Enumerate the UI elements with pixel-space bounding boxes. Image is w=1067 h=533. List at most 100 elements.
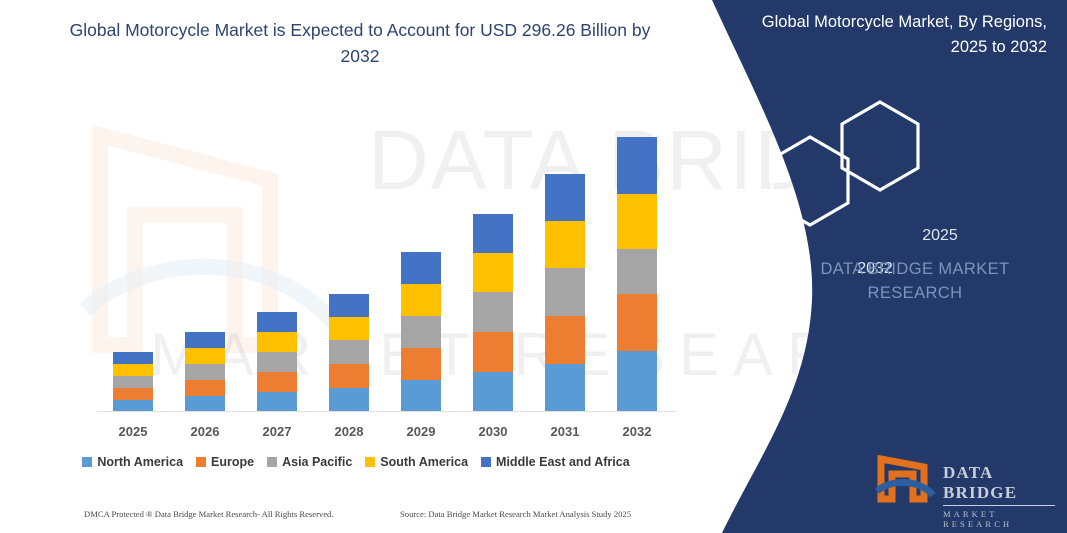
bar-segment bbox=[401, 380, 441, 412]
x-axis-label-2026: 2026 bbox=[190, 424, 220, 439]
bar-segment bbox=[257, 352, 297, 372]
legend-label: Middle East and Africa bbox=[496, 455, 630, 469]
bar-segment bbox=[545, 316, 585, 364]
bar-group-2025 bbox=[113, 352, 153, 412]
bar-segment bbox=[473, 332, 513, 372]
bar-group-2032 bbox=[617, 137, 657, 412]
bridge-logo-icon bbox=[874, 454, 936, 503]
brand-name: DATA BRIDGE MARKET RESEARCH bbox=[790, 258, 1040, 306]
bar-segment bbox=[185, 380, 225, 396]
x-axis-label-2031: 2031 bbox=[550, 424, 580, 439]
bar-segment bbox=[401, 252, 441, 284]
brand-name-line2: RESEARCH bbox=[867, 283, 963, 302]
hexagon-2032-label: 2032 bbox=[857, 260, 893, 277]
footer-copyright: DMCA Protected ® Data Bridge Market Rese… bbox=[84, 509, 334, 519]
bar-segment bbox=[257, 392, 297, 412]
bar-group-2026 bbox=[185, 332, 225, 412]
chart-panel: Global Motorcycle Market is Expected to … bbox=[0, 0, 712, 527]
bar-segment bbox=[545, 268, 585, 316]
bar-group-2031 bbox=[545, 174, 585, 412]
bar-segment bbox=[473, 214, 513, 253]
hexagon-2025-icon bbox=[840, 100, 920, 192]
bar-segment bbox=[329, 294, 369, 317]
legend-label: North America bbox=[97, 455, 184, 469]
footer-source: Source: Data Bridge Market Research Mark… bbox=[400, 509, 632, 519]
x-axis-label-2025: 2025 bbox=[118, 424, 148, 439]
bar-segment bbox=[113, 400, 153, 412]
bar-segment bbox=[113, 352, 153, 364]
bar-segment bbox=[545, 364, 585, 412]
hexagon-2025-label: 2025 bbox=[922, 227, 958, 244]
bar-segment bbox=[401, 316, 441, 348]
legend-swatch bbox=[365, 457, 376, 467]
logo-main-text: DATA BRIDGE bbox=[943, 463, 1055, 506]
bar-segment bbox=[257, 372, 297, 392]
bar-segment bbox=[329, 340, 369, 364]
legend-item: South America bbox=[365, 455, 468, 469]
bar-segment bbox=[401, 284, 441, 316]
legend-label: Europe bbox=[211, 455, 255, 469]
x-axis-labels: 2025 2026 2027 2028 2029 2030 2031 2032 bbox=[97, 419, 677, 443]
bar-segment bbox=[113, 376, 153, 388]
x-axis-label-2027: 2027 bbox=[262, 424, 292, 439]
legend-swatch bbox=[267, 457, 278, 467]
panel-title: Global Motorcycle Market, By Regions, 20… bbox=[761, 13, 1047, 56]
legend-item: Europe bbox=[196, 455, 254, 469]
x-axis-label-2029: 2029 bbox=[406, 424, 436, 439]
hexagon-2032-icon bbox=[770, 135, 850, 227]
legend-label: Asia Pacific bbox=[282, 455, 353, 469]
bar-segment bbox=[617, 351, 657, 412]
plot-area: 2025 2026 2027 2028 2029 2030 2031 2032 bbox=[97, 0, 677, 439]
bar-segment bbox=[617, 249, 657, 294]
footer: DMCA Protected ® Data Bridge Market Rese… bbox=[0, 505, 712, 527]
hexagon-icons bbox=[770, 100, 920, 227]
legend-swatch bbox=[196, 457, 207, 467]
bar-segment bbox=[113, 388, 153, 400]
x-axis-line bbox=[97, 411, 677, 412]
legend-label: South America bbox=[380, 455, 469, 469]
brand-name-line1: DATA BRIDGE MARKET bbox=[820, 260, 1010, 278]
chart-title: Global Motorcycle Market is Expected to … bbox=[69, 20, 651, 66]
bar-segment bbox=[257, 332, 297, 352]
legend-item: Asia Pacific bbox=[267, 455, 352, 469]
legend-item: Middle East and Africa bbox=[481, 455, 630, 469]
brand-panel-content: Global Motorcycle Market, By Regions, 20… bbox=[690, 0, 1067, 533]
bar-segment bbox=[329, 364, 369, 388]
chart-legend: North America Europe Asia Pacific South Ame… bbox=[0, 455, 712, 469]
bar-segment bbox=[473, 253, 513, 292]
company-logo: DATA BRIDGE MARKET RESEARCH bbox=[874, 454, 1055, 529]
bar-segment bbox=[473, 372, 513, 412]
x-axis-label-2030: 2030 bbox=[478, 424, 508, 439]
legend-swatch bbox=[82, 457, 93, 467]
brand-panel: Global Motorcycle Market, By Regions, 20… bbox=[690, 0, 1067, 533]
bar-segment bbox=[185, 396, 225, 412]
bar-group-2028 bbox=[329, 294, 369, 412]
bar-segment bbox=[185, 348, 225, 364]
bar-segment bbox=[257, 312, 297, 332]
legend-swatch bbox=[481, 457, 492, 467]
bar-segment bbox=[617, 194, 657, 249]
bar-group-2029 bbox=[401, 252, 441, 412]
x-axis-label-2028: 2028 bbox=[334, 424, 364, 439]
bar-series-container bbox=[97, 0, 677, 412]
navy-panel-shape bbox=[712, 0, 1067, 533]
x-axis-label-2032: 2032 bbox=[622, 424, 652, 439]
bar-segment bbox=[617, 137, 657, 194]
bar-segment bbox=[617, 294, 657, 351]
bar-segment bbox=[545, 174, 585, 221]
bar-segment bbox=[545, 221, 585, 268]
logo-sub-text: MARKET RESEARCH bbox=[943, 509, 1013, 529]
hexagon-group: 2025 2032 bbox=[690, 95, 1067, 277]
bar-segment bbox=[329, 317, 369, 340]
bar-segment bbox=[113, 364, 153, 376]
bar-segment bbox=[401, 348, 441, 380]
bar-group-2027 bbox=[257, 312, 297, 412]
bar-segment bbox=[185, 332, 225, 348]
logo-wordmark: DATA BRIDGE MARKET RESEARCH bbox=[943, 463, 1055, 529]
bar-segment bbox=[185, 364, 225, 380]
bar-group-2030 bbox=[473, 214, 513, 412]
legend-item: North America bbox=[82, 455, 183, 469]
bar-segment bbox=[473, 292, 513, 332]
bar-segment bbox=[329, 388, 369, 412]
